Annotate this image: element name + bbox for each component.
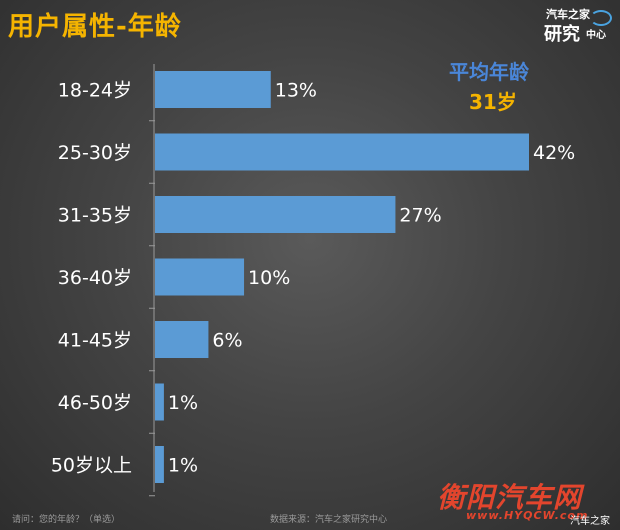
research-center-logo: 汽车之家 研究 中心 [540,4,616,45]
category-label: 25-30岁 [58,142,132,164]
category-label: 50岁以上 [51,455,132,477]
category-label: 36-40岁 [58,267,132,289]
data-label: 27% [399,205,441,227]
logo-line-1: 汽车之家 [546,8,590,21]
category-label: 18-24岁 [58,80,132,102]
watermark-url: www.HYQCW.com [466,509,589,522]
data-label: 1% [168,392,198,414]
watermark-brand: 汽车之家 [570,516,610,527]
logo-line-3: 中心 [586,30,606,41]
average-age-label: 平均年龄 [449,60,529,84]
footer-source: 数据来源：汽车之家研究中心 [270,515,388,525]
bar [155,133,529,171]
chart-title: 用户属性-年龄 [8,12,182,42]
category-label: 46-50岁 [58,392,132,414]
logo-swirl-icon [590,10,612,26]
bar [155,446,164,483]
data-label: 1% [168,455,198,477]
bar [155,321,209,358]
data-label: 42% [533,142,575,164]
average-age-value: 31岁 [469,90,517,114]
data-label: 13% [275,80,317,102]
watermark-site: 衡阳汽车网 [437,481,583,514]
bar [155,383,164,421]
category-label: 31-35岁 [58,205,132,227]
category-label: 41-45岁 [58,330,132,352]
bar [155,196,396,233]
bar [155,71,271,108]
logo-line-2: 研究 [544,24,580,45]
footer-question: 请问：您的年龄？（单选） [12,515,121,525]
data-label: 10% [248,267,290,289]
data-label: 6% [212,330,242,352]
bar-group: 18-24岁 13% 25-30岁 42% 31-35岁 27% 36-40岁 10% 41-4… [51,71,575,497]
bar [155,258,245,296]
